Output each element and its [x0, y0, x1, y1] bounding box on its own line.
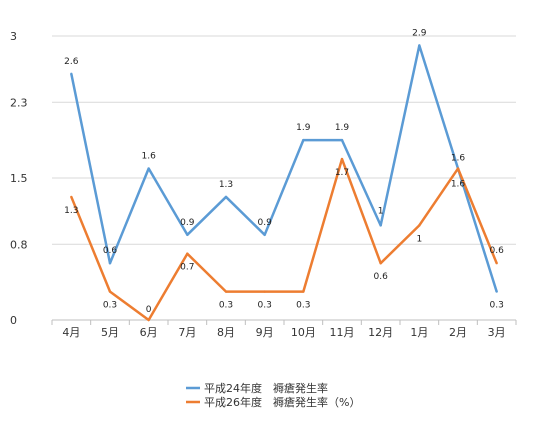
data-label: 1.3	[219, 180, 233, 190]
data-label: 0.6	[374, 272, 389, 282]
data-label: 1	[378, 206, 384, 216]
x-tick-label: 12月	[368, 326, 393, 339]
data-point	[302, 290, 305, 293]
data-point	[456, 167, 460, 170]
x-tick-label: 4月	[62, 326, 80, 339]
y-tick-label: 1.5	[10, 172, 28, 185]
data-point	[302, 138, 305, 142]
x-tick-label: 1月	[410, 326, 428, 339]
y-tick-label: 3	[10, 30, 17, 43]
data-point	[418, 224, 421, 227]
data-label: 0.7	[180, 263, 194, 273]
data-label: 0.3	[258, 301, 272, 311]
data-label: 1.6	[142, 152, 157, 162]
data-label: 0	[146, 305, 152, 315]
data-label: 2.6	[64, 57, 79, 67]
data-point	[108, 290, 112, 293]
x-tick-label: 11月	[330, 326, 355, 339]
data-point	[340, 138, 344, 142]
data-point	[379, 224, 382, 227]
data-label: 1	[416, 234, 422, 244]
data-point	[108, 262, 112, 265]
data-point	[186, 252, 189, 255]
x-tick-label: 5月	[101, 326, 119, 339]
data-point	[70, 195, 73, 199]
data-label: 0.3	[103, 301, 117, 311]
data-point	[186, 233, 189, 236]
series-line-1	[70, 44, 498, 292]
data-label: 1.7	[335, 168, 349, 178]
data-point	[495, 262, 498, 265]
x-tick-label: 6月	[140, 326, 158, 339]
data-point	[224, 195, 228, 199]
data-label: 0.3	[296, 301, 310, 311]
y-tick-label: 0.8	[10, 238, 28, 251]
data-point	[224, 290, 228, 293]
y-tick-label: 0	[10, 314, 17, 327]
data-label: 0.9	[180, 218, 195, 228]
data-point	[70, 72, 73, 76]
legend-label: 平成24年度 褥瘡発生率	[204, 381, 328, 395]
data-label: 1.9	[335, 123, 350, 133]
data-point	[263, 290, 266, 293]
data-label: 1.6	[451, 154, 466, 164]
x-tick-label: 3月	[488, 326, 506, 339]
data-label: 1.9	[296, 123, 311, 133]
data-label: 0.9	[258, 218, 273, 228]
data-point	[263, 233, 266, 236]
data-label: 1.3	[64, 206, 78, 216]
data-point	[340, 157, 344, 161]
data-point	[147, 167, 150, 170]
data-label: 0.3	[490, 301, 504, 311]
data-label: 0.3	[219, 301, 233, 311]
x-tick-label: 2月	[449, 326, 467, 339]
series-line-2	[70, 157, 498, 322]
x-tick-label: 10月	[291, 326, 316, 339]
y-tick-label: 2.3	[10, 96, 28, 109]
data-point	[495, 290, 498, 293]
legend-label: 平成26年度 褥瘡発生率（%）	[204, 395, 360, 409]
data-label: 2.9	[412, 28, 427, 38]
x-tick-label: 8月	[217, 326, 235, 339]
data-label: 0.6	[103, 246, 118, 256]
x-tick-label: 9月	[256, 326, 274, 339]
data-label: 0.6	[490, 246, 505, 256]
data-point	[147, 318, 150, 322]
data-point	[418, 44, 421, 47]
data-label: 1.6	[451, 180, 466, 190]
data-point	[379, 262, 382, 265]
x-tick-label: 7月	[178, 326, 196, 339]
